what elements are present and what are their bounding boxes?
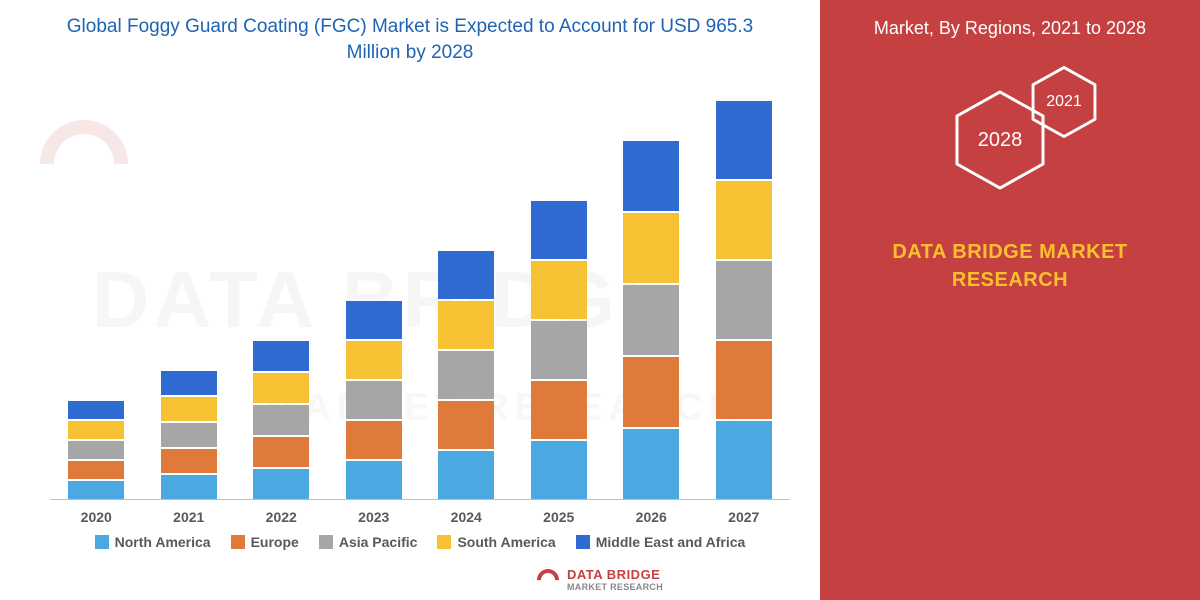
- x-axis-label: 2020: [81, 509, 112, 525]
- hex-big-label: 2028: [978, 129, 1023, 152]
- bar-seg: [253, 373, 309, 403]
- x-axis-label: 2023: [358, 509, 389, 525]
- chart-title: Global Foggy Guard Coating (FGC) Market …: [0, 0, 820, 69]
- bar-seg: [623, 357, 679, 427]
- bar-2023: 2023: [346, 299, 402, 499]
- bar-seg: [68, 441, 124, 459]
- bar-seg: [716, 101, 772, 179]
- hex-small-label: 2021: [1046, 93, 1082, 111]
- bar-seg: [253, 469, 309, 499]
- brand-line1: DATA BRIDGE MARKET: [820, 238, 1200, 266]
- bar-seg: [716, 261, 772, 339]
- bar-seg: [438, 351, 494, 399]
- bar-seg: [253, 405, 309, 435]
- bar-seg: [438, 251, 494, 299]
- bar-seg: [346, 381, 402, 419]
- x-axis-label: 2024: [451, 509, 482, 525]
- bar-seg: [68, 481, 124, 499]
- legend: North America Europe Asia Pacific South Ame…: [50, 534, 790, 550]
- hex-2028: 2028 2021: [950, 90, 1050, 190]
- legend-swatch: [319, 535, 333, 549]
- legend-swatch: [231, 535, 245, 549]
- footer-brand: DATA BRIDGE: [567, 567, 663, 582]
- bar-2020: 2020: [68, 399, 124, 499]
- bar-2024: 2024: [438, 249, 494, 499]
- bar-2025: 2025: [531, 199, 587, 499]
- bar-2021: 2021: [161, 369, 217, 499]
- bar-seg: [161, 449, 217, 473]
- bar-seg: [346, 461, 402, 499]
- legend-label: North America: [115, 534, 211, 550]
- legend-item: South America: [437, 534, 555, 550]
- footer-sub: MARKET RESEARCH: [567, 582, 663, 592]
- bar-seg: [623, 285, 679, 355]
- legend-label: South America: [457, 534, 555, 550]
- bar-seg: [716, 341, 772, 419]
- bar-seg: [531, 381, 587, 439]
- bar-seg: [623, 213, 679, 283]
- legend-label: Middle East and Africa: [596, 534, 746, 550]
- legend-swatch: [437, 535, 451, 549]
- bar-seg: [531, 261, 587, 319]
- bar-seg: [161, 475, 217, 499]
- bar-2022: 2022: [253, 339, 309, 499]
- bar-seg: [438, 451, 494, 499]
- bar-seg: [161, 397, 217, 421]
- bar-seg: [623, 141, 679, 211]
- hex-2021: 2021: [1028, 66, 1100, 138]
- bar-seg: [531, 321, 587, 379]
- footer-logo-icon: [532, 564, 563, 595]
- x-axis-label: 2026: [636, 509, 667, 525]
- legend-label: Asia Pacific: [339, 534, 418, 550]
- legend-label: Europe: [251, 534, 299, 550]
- bar-seg: [68, 461, 124, 479]
- bar-seg: [623, 429, 679, 499]
- x-axis-label: 2022: [266, 509, 297, 525]
- bar-seg: [161, 423, 217, 447]
- bar-2027: 2027: [716, 99, 772, 499]
- x-axis-label: 2021: [173, 509, 204, 525]
- chart-panel: Global Foggy Guard Coating (FGC) Market …: [0, 0, 820, 600]
- bar-seg: [438, 301, 494, 349]
- legend-item: Asia Pacific: [319, 534, 418, 550]
- bar-seg: [253, 341, 309, 371]
- bar-seg: [68, 401, 124, 419]
- brand-line2: RESEARCH: [820, 266, 1200, 294]
- chart-plot-area: 2020 2021 2022 2023 2024 2025 2026 2027: [50, 90, 790, 500]
- sidebar-panel: Market, By Regions, 2021 to 2028 2028 20…: [820, 0, 1200, 600]
- x-axis-label: 2025: [543, 509, 574, 525]
- footer-logo: DATA BRIDGE MARKET RESEARCH: [537, 567, 663, 592]
- legend-item: Europe: [231, 534, 299, 550]
- sidebar-title: Market, By Regions, 2021 to 2028: [820, 0, 1200, 57]
- bar-seg: [161, 371, 217, 395]
- brand-text: DATA BRIDGE MARKET RESEARCH: [820, 238, 1200, 294]
- hex-graphic: 2028 2021: [950, 90, 1050, 190]
- bar-seg: [531, 441, 587, 499]
- bar-seg: [253, 437, 309, 467]
- bar-seg: [438, 401, 494, 449]
- bar-2026: 2026: [623, 139, 679, 499]
- bar-seg: [716, 181, 772, 259]
- bar-seg: [346, 301, 402, 339]
- bar-seg: [346, 341, 402, 379]
- legend-item: North America: [95, 534, 211, 550]
- legend-swatch: [576, 535, 590, 549]
- legend-swatch: [95, 535, 109, 549]
- bar-seg: [716, 421, 772, 499]
- legend-item: Middle East and Africa: [576, 534, 746, 550]
- bar-seg: [531, 201, 587, 259]
- bar-container: 2020 2021 2022 2023 2024 2025 2026 2027: [50, 90, 790, 499]
- x-axis-label: 2027: [728, 509, 759, 525]
- bar-seg: [346, 421, 402, 459]
- bar-seg: [68, 421, 124, 439]
